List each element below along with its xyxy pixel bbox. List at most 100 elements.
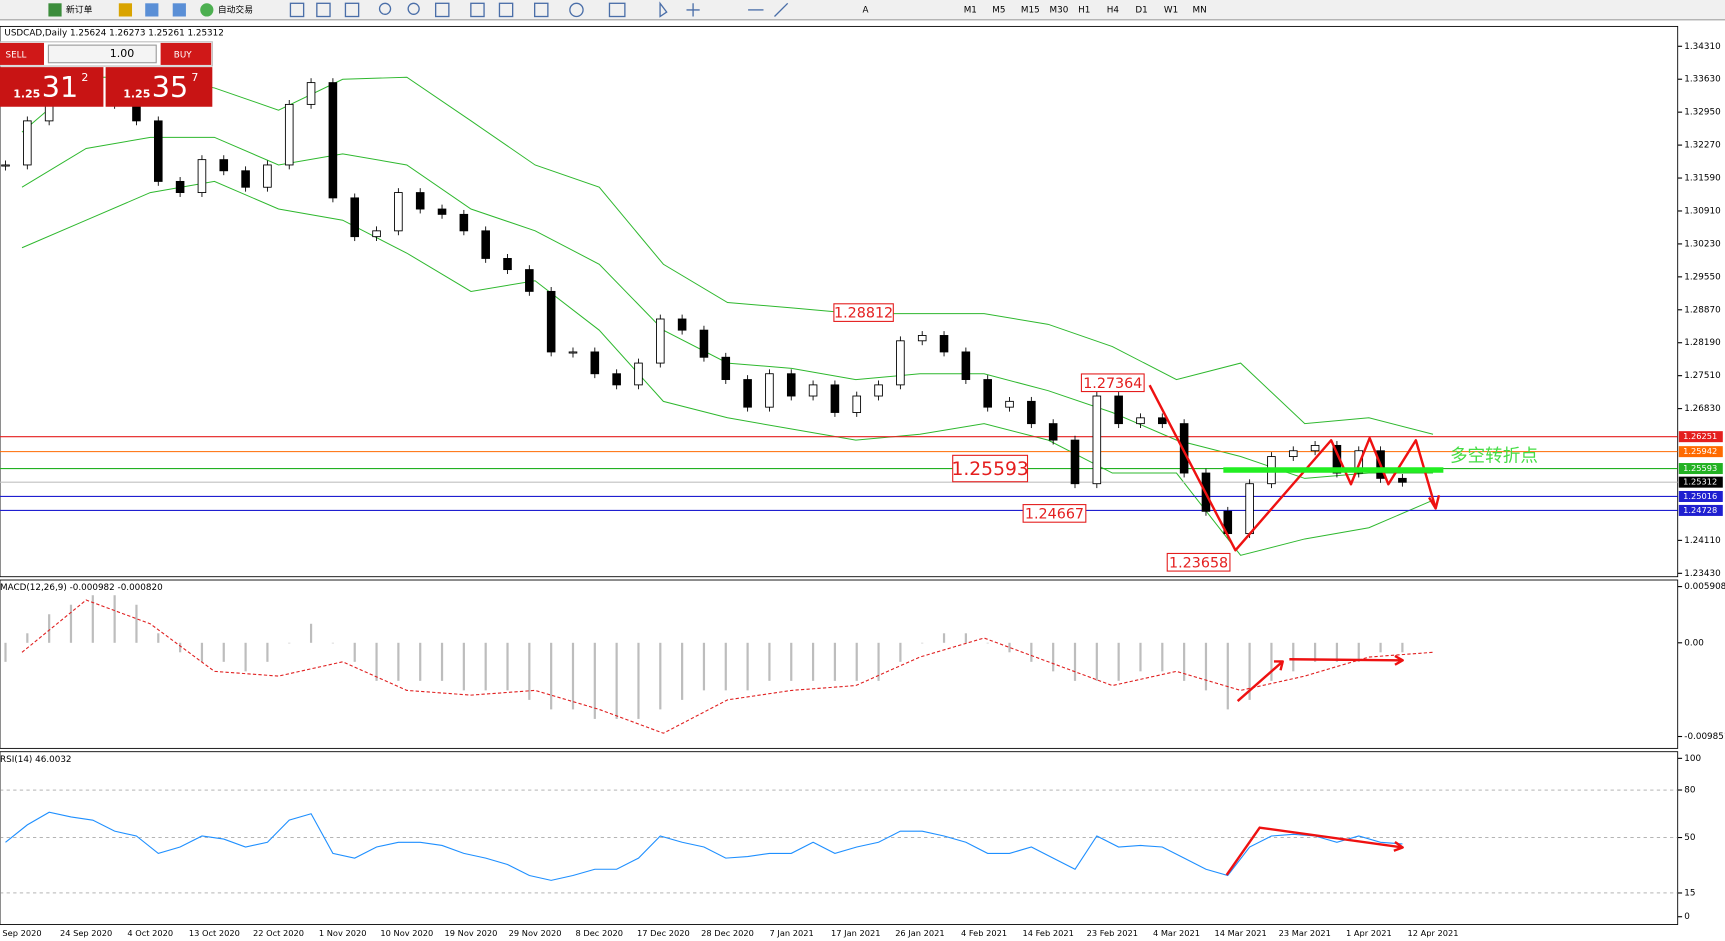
price-annotation-box [1166,552,1231,572]
candle [306,82,316,105]
buy-button[interactable] [160,42,212,65]
y-tick-label: 1.30230 [1684,239,1721,249]
y-tick-label: 0.00 [1684,638,1704,648]
candle [808,384,818,397]
rsi-panel: RSI(14) 46.0032 100 80 50 15 0 [0,751,1701,925]
y-tick-label: 100 [1684,754,1701,764]
x-tick-label: 22 Oct 2020 [253,928,304,938]
macd-bar [484,642,487,691]
buy-price-box[interactable] [105,67,213,107]
lot-input[interactable] [47,44,157,64]
price-level-tag [1678,446,1723,458]
candle [961,351,971,380]
candle [1179,423,1189,474]
timeframe-button[interactable]: M30 [1050,5,1069,15]
macd-bar [179,642,182,653]
macd-bar [397,642,400,681]
candle [1158,417,1167,425]
bollinger-upper [21,76,1434,435]
auto-trade-icon[interactable] [200,3,214,17]
macd-bar [1204,642,1208,691]
macd-bar [899,642,902,662]
y-tick-label: 1.23430 [1684,569,1721,579]
candle [481,230,490,259]
toolbar-icon[interactable] [172,3,186,17]
candle [1310,444,1320,452]
macd-bar [921,642,924,644]
macd-bar [375,642,378,681]
x-tick-label: 1 Apr 2021 [1346,928,1392,938]
timeframe-button[interactable]: W1 [1164,5,1178,15]
timeframe-button[interactable]: MN [1193,5,1207,15]
y-tick-label: 1.24110 [1684,536,1721,546]
pivot-note: 多空转折点 [1450,447,1538,467]
x-tick-label: 14 Feb 2021 [1023,928,1074,938]
sell-label[interactable]: SELL [6,51,27,61]
timeframe-button[interactable]: M5 [992,5,1005,15]
trade-panel: SELL 1.00 BUY 1.25 31 2 1.25 35 7 [0,41,213,107]
toolbar-icon[interactable] [145,3,159,17]
toolbar-text-tool[interactable]: A [863,5,869,15]
macd-bar [615,642,618,719]
timeframe-button[interactable]: H4 [1107,5,1120,15]
macd-bar [1226,642,1229,710]
candle [197,159,207,194]
macd-bar [1095,642,1098,681]
lot-value[interactable]: 1.00 [110,47,134,60]
candle [23,120,32,166]
macd-bar [637,642,640,719]
timeframe-button[interactable]: H1 [1078,5,1090,15]
new-order-button[interactable]: 新订单 [66,3,93,15]
macd-bar [964,633,967,643]
sell-price-box[interactable] [0,67,104,107]
sell-button[interactable] [0,42,45,65]
candle [830,384,840,413]
price-level-tag [1678,463,1723,475]
candle [634,362,643,386]
x-tick-label: 7 Jan 2021 [770,928,814,938]
macd-bar [746,642,749,691]
macd-bar [942,633,946,643]
new-order-icon[interactable] [48,3,62,17]
toolbar-icon[interactable] [118,3,133,17]
macd-bar [91,595,94,643]
price-annotation-box [1080,373,1145,393]
timeframe-button[interactable]: M15 [1021,5,1040,15]
candle [656,318,665,364]
macd-bar [1248,642,1251,700]
macd-bar [135,604,138,643]
timeframe-button[interactable]: M1 [964,5,977,15]
macd-bar [288,642,291,644]
chart-header: USDCAD,Daily 1.25624 1.26273 1.25261 1.2… [4,29,223,39]
macd-bar [1270,642,1273,681]
x-tick-label: 14 Mar 2021 [1214,928,1266,938]
price-annotation: 1.28812 [834,306,893,322]
candle [546,290,556,353]
macd-bar [462,642,465,691]
y-tick-label: 0 [1684,912,1690,922]
timeframe-button[interactable]: D1 [1135,5,1147,15]
price-level-label: 1.25593 [1683,463,1717,473]
candle [525,269,534,292]
buy-label[interactable]: BUY [174,51,192,61]
candle [394,192,403,232]
macd-bar [331,642,334,644]
macd-bar [833,642,837,681]
macd-bar [768,642,771,681]
macd-bar [1052,642,1055,672]
panel-frame [0,579,1679,749]
x-tick-label: 4 Mar 2021 [1153,928,1200,938]
price-level-label: 1.24728 [1683,505,1717,515]
price-level-label: 1.25942 [1683,446,1717,456]
x-tick-label: Sep 2020 [2,928,41,938]
auto-trade-button[interactable]: 自动交易 [218,3,253,15]
toolbar-tools[interactable] [289,1,789,18]
candle [459,213,469,232]
hand-drawn-arrows [1148,384,1441,876]
macd-bar [353,642,356,662]
candle [721,356,731,380]
candle [1,164,10,167]
candle [372,230,381,238]
candle [786,373,796,397]
